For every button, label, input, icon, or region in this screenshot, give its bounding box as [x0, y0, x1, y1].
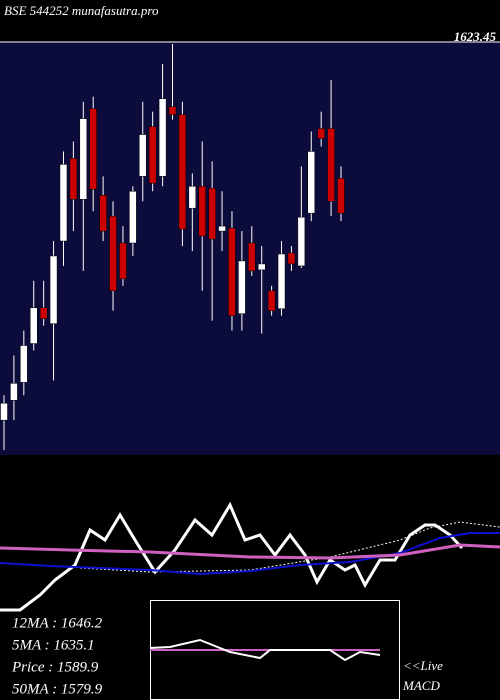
macd-label: <<Live — [403, 658, 443, 673]
candle-body — [238, 260, 246, 314]
candle-body — [119, 242, 127, 280]
indicator-line — [0, 501, 464, 612]
candle-body — [317, 128, 325, 139]
candle-body — [20, 345, 28, 383]
candle-body — [248, 242, 256, 272]
candle-body — [337, 178, 345, 214]
candle-body — [69, 158, 78, 200]
candle-body — [228, 227, 236, 316]
indicator-line — [79, 521, 500, 573]
candle-body — [327, 128, 335, 202]
candle-body — [297, 216, 306, 267]
candle-body — [257, 263, 266, 271]
legend-entry: 12MA : 1646.2 — [12, 615, 103, 631]
candle-body — [267, 290, 276, 311]
candle-body — [79, 118, 88, 200]
candle-body — [109, 215, 117, 292]
candle-body — [99, 195, 107, 232]
candle-body — [188, 186, 197, 209]
candle-body — [49, 255, 58, 324]
candle-body — [129, 191, 137, 244]
legend-entry: Price : 1589.9 — [11, 659, 99, 675]
chart-title: BSE 544252 munafasutra.pro — [4, 3, 159, 18]
indicator-line — [0, 532, 500, 576]
candle-body — [139, 134, 147, 177]
candle-body — [158, 98, 167, 177]
candle-body — [0, 403, 8, 421]
candle-body — [168, 106, 177, 115]
legend-entry: 50MA : 1579.9 — [12, 681, 103, 697]
candle-body — [29, 307, 38, 344]
candle-body — [59, 164, 68, 242]
candle-body — [10, 383, 18, 401]
candle-body — [39, 307, 48, 319]
price-label: 1623.45 — [454, 29, 497, 44]
macd-label: MACD — [402, 678, 440, 693]
candle-body — [89, 108, 97, 190]
candle-body — [307, 151, 316, 214]
indicator-line — [0, 543, 500, 560]
candle-body — [148, 126, 157, 184]
candle-body — [218, 225, 226, 232]
legend-entry: 5MA : 1635.1 — [12, 637, 95, 653]
candle-body — [198, 186, 206, 237]
candle-body — [277, 253, 286, 309]
candle-body — [208, 188, 216, 240]
indicator-line — [149, 638, 381, 662]
candle-body — [178, 114, 187, 230]
candle-body — [287, 252, 296, 265]
